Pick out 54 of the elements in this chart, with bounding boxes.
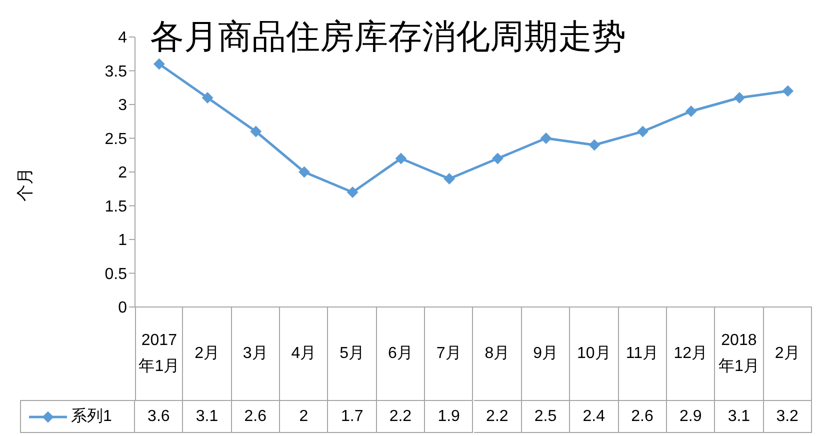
x-tick-label: 6月 [376, 307, 426, 400]
y-tick-label: 1.5 [104, 198, 128, 216]
data-label: 2.2 [376, 400, 426, 433]
point [734, 92, 745, 104]
y-tick-label: 4 [118, 30, 128, 47]
point [250, 126, 262, 137]
data-label: 3.1 [183, 400, 232, 433]
chart-title: 各月商品住房库存消化周期走势 [150, 16, 626, 59]
point [395, 153, 406, 164]
point [686, 106, 697, 117]
x-tick-label: 2月 [183, 307, 232, 400]
x-tick-label: 9月 [522, 307, 570, 400]
point [637, 126, 648, 137]
x-tick-label: 4月 [280, 307, 328, 400]
x-tick-label: 11月 [618, 307, 667, 400]
x-tick-label: 7月 [425, 307, 474, 400]
y-tick-label: 1 [118, 232, 128, 250]
x-tick-label: 2月 [764, 307, 812, 400]
point [782, 86, 794, 96]
y-tick-label: 2.5 [104, 130, 128, 148]
data-label: 2.6 [618, 400, 667, 433]
data-label: 2.9 [666, 400, 716, 433]
y-tick-label: 0 [118, 300, 128, 317]
data-label: 1.9 [425, 400, 474, 433]
point [444, 173, 455, 184]
x-tick-label: 12月 [666, 307, 716, 400]
data-label: 3.2 [764, 400, 812, 433]
point [298, 166, 310, 178]
point [202, 92, 214, 104]
data-label: 2.5 [522, 400, 570, 433]
x-tick-label: 8月 [474, 307, 522, 400]
data-label: 2.2 [474, 400, 522, 433]
x-tick-label: 3月 [232, 307, 280, 400]
data-label: 2 [280, 400, 328, 433]
data-label: 1.7 [328, 400, 377, 433]
point [492, 153, 504, 164]
point [154, 58, 165, 70]
data-label: 3.6 [135, 400, 184, 433]
point [347, 186, 358, 198]
x-tick-label: 2017年1月 [135, 307, 184, 400]
y-tick-label: 0.5 [104, 266, 128, 283]
y-tick-label: 2 [118, 164, 128, 182]
legend-label: 系列1 [71, 406, 112, 427]
x-tick-label: 5月 [328, 307, 377, 400]
data-label: 2.6 [232, 400, 280, 433]
x-tick-label: 10月 [570, 307, 619, 400]
x-tick-label: 2018年1月 [715, 307, 764, 400]
point [540, 132, 552, 144]
data-label: 2.4 [570, 400, 619, 433]
point [588, 140, 600, 150]
y-tick-label: 3 [118, 97, 128, 114]
y-tick-label: 3.5 [104, 63, 128, 80]
y-axis-title: 个月 [14, 166, 36, 204]
data-label: 3.1 [715, 400, 764, 433]
